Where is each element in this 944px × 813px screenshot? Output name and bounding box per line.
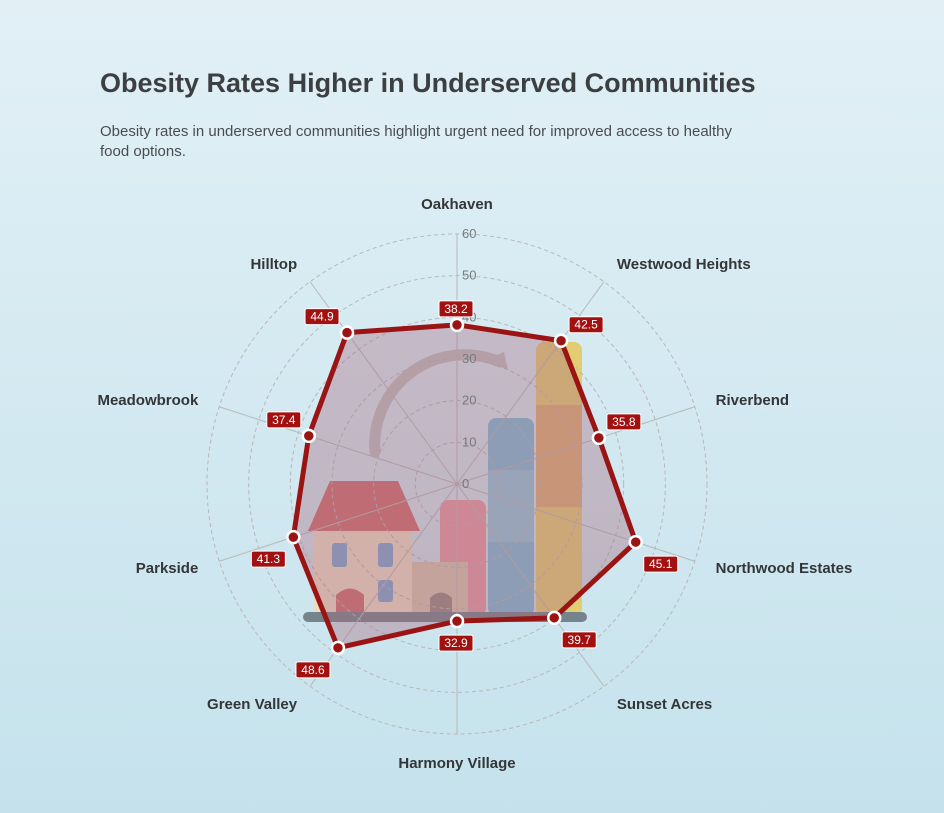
value-label-bg	[606, 413, 642, 431]
value-label: 38.2	[438, 300, 474, 318]
value-label: 39.7	[561, 631, 597, 649]
value-label-text: 38.2	[444, 302, 468, 316]
radial-tick-label: 20	[462, 393, 476, 408]
value-label: 35.8	[606, 413, 642, 431]
chart-title: Obesity Rates Higher in Underserved Comm…	[100, 68, 756, 98]
value-label: 41.3	[250, 550, 286, 568]
data-point[interactable]	[628, 534, 643, 550]
category-label: Parkside	[136, 560, 199, 577]
radial-tick-label: 50	[462, 268, 476, 283]
data-point[interactable]	[546, 610, 562, 626]
category-label: Hilltop	[250, 256, 297, 273]
community-illustration	[303, 342, 587, 622]
chart-subtitle: Obesity rates in underserved communities…	[100, 123, 732, 160]
value-label: 45.1	[643, 555, 679, 573]
grid-spoke	[219, 406, 458, 485]
radar-series	[286, 317, 643, 656]
value-label: 44.9	[304, 308, 340, 326]
grid-spoke	[456, 281, 605, 485]
value-label-bg	[561, 631, 597, 649]
category-label: Westwood Heights	[617, 256, 751, 273]
value-label-text: 37.4	[272, 413, 296, 427]
category-label: Harmony Village	[398, 755, 515, 772]
data-point[interactable]	[449, 317, 465, 333]
value-label-text: 41.3	[257, 552, 281, 566]
radial-tick-label: 0	[462, 476, 469, 491]
category-label: Riverbend	[716, 392, 789, 409]
trend-arrow-icon	[369, 349, 506, 458]
grid-spoke	[456, 406, 695, 485]
value-label-bg	[438, 634, 474, 652]
data-point[interactable]	[339, 325, 355, 340]
grid-spoke	[219, 483, 458, 562]
data-point[interactable]	[591, 430, 607, 446]
radial-tick-label: 60	[462, 226, 476, 241]
value-label-text: 35.8	[612, 415, 636, 429]
value-label-text: 48.6	[301, 663, 325, 677]
value-label: 48.6	[295, 661, 331, 679]
data-point[interactable]	[330, 640, 346, 656]
category-label: Green Valley	[207, 696, 298, 713]
data-point[interactable]	[449, 613, 465, 629]
category-label: Sunset Acres	[617, 696, 712, 713]
grid-spoke	[456, 483, 605, 687]
value-label-text: 32.9	[444, 636, 468, 650]
value-label-bg	[568, 316, 604, 334]
value-label-text: 45.1	[649, 557, 673, 571]
category-label: Northwood Estates	[716, 560, 853, 577]
value-label-bg	[438, 300, 474, 318]
value-label-bg	[304, 308, 340, 326]
grid-spoke	[456, 483, 695, 562]
value-label-bg	[295, 661, 331, 679]
data-point[interactable]	[286, 529, 301, 545]
value-label-bg	[266, 411, 302, 429]
radial-tick-label: 10	[462, 434, 476, 449]
radial-tick-label: 30	[462, 351, 476, 366]
value-label: 37.4	[266, 411, 302, 429]
value-label-text: 42.5	[574, 318, 598, 332]
category-label: Meadowbrook	[97, 392, 198, 409]
value-label-text: 44.9	[310, 310, 334, 324]
value-label-bg	[250, 550, 286, 568]
arrow-head-icon	[486, 352, 508, 370]
radar-labels: 010203040506038.242.535.845.139.732.948.…	[97, 196, 852, 772]
roof-icon	[308, 481, 420, 531]
value-label: 42.5	[568, 316, 604, 334]
value-label-bg	[643, 555, 679, 573]
door-icon	[336, 588, 364, 617]
category-label: Oakhaven	[421, 196, 493, 213]
value-label: 32.9	[438, 634, 474, 652]
value-label-text: 39.7	[568, 633, 592, 647]
data-point[interactable]	[553, 333, 569, 348]
data-point[interactable]	[301, 428, 317, 444]
